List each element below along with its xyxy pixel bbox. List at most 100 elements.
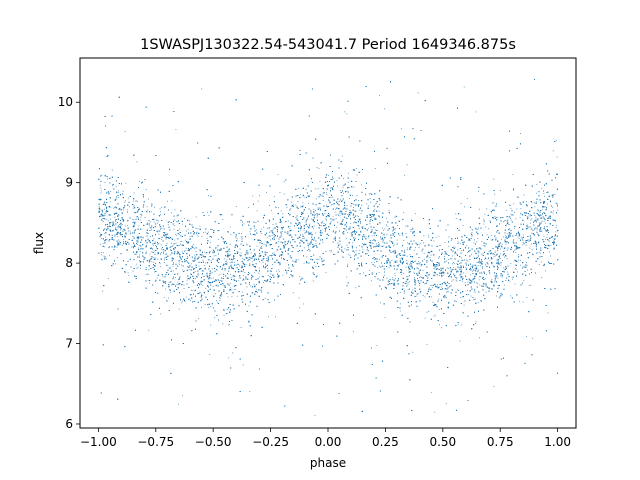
data-point xyxy=(100,214,102,216)
data-point xyxy=(313,209,315,210)
data-point xyxy=(346,244,348,246)
data-point xyxy=(445,251,447,253)
data-point xyxy=(453,269,455,270)
data-point xyxy=(509,236,511,237)
data-point xyxy=(356,195,358,197)
data-point xyxy=(499,296,500,298)
data-point xyxy=(550,201,552,203)
data-point xyxy=(459,263,461,264)
data-point xyxy=(212,277,214,279)
data-point xyxy=(201,236,203,237)
data-point xyxy=(317,207,319,209)
data-point xyxy=(102,214,104,216)
data-point xyxy=(446,297,447,299)
data-point xyxy=(479,247,481,249)
data-point xyxy=(337,214,339,215)
data-point xyxy=(429,287,430,289)
data-point xyxy=(296,223,297,225)
data-point xyxy=(421,249,423,250)
data-point xyxy=(145,189,147,190)
data-point xyxy=(229,250,231,252)
data-point xyxy=(295,217,297,218)
data-point xyxy=(104,215,106,217)
data-point xyxy=(433,275,435,277)
data-point xyxy=(122,220,124,222)
data-point xyxy=(110,191,112,192)
data-point xyxy=(529,247,531,249)
data-point xyxy=(151,251,153,253)
data-point xyxy=(266,237,268,239)
data-point xyxy=(302,234,304,236)
data-point xyxy=(408,264,410,266)
data-point xyxy=(518,254,520,256)
data-point xyxy=(139,219,141,221)
data-point xyxy=(481,285,483,287)
data-point xyxy=(409,274,410,276)
data-point xyxy=(327,214,328,216)
data-point xyxy=(466,259,467,261)
data-point xyxy=(485,274,487,275)
data-point xyxy=(501,276,503,278)
data-point xyxy=(398,263,400,265)
data-point xyxy=(438,235,440,237)
data-point xyxy=(482,245,484,246)
data-point xyxy=(334,253,336,255)
data-point xyxy=(243,279,245,281)
data-point xyxy=(556,225,558,227)
data-point xyxy=(178,279,180,280)
data-point xyxy=(343,227,344,229)
data-point xyxy=(538,251,540,253)
data-point xyxy=(523,280,525,281)
data-point xyxy=(263,282,264,283)
data-point xyxy=(347,172,349,174)
data-point xyxy=(101,254,103,256)
data-point xyxy=(172,259,174,260)
data-point xyxy=(196,234,198,236)
data-point xyxy=(224,258,225,260)
data-point xyxy=(517,271,518,273)
data-point xyxy=(403,240,405,241)
data-point xyxy=(171,200,173,202)
data-point xyxy=(199,225,201,227)
data-point xyxy=(357,225,359,226)
data-point xyxy=(192,279,194,281)
data-point xyxy=(384,317,386,319)
data-point xyxy=(491,279,493,281)
data-point xyxy=(174,250,176,252)
data-point xyxy=(117,241,119,243)
data-point xyxy=(432,302,434,303)
data-point xyxy=(456,263,458,265)
data-point xyxy=(467,260,468,262)
data-point xyxy=(148,269,150,271)
data-point xyxy=(272,264,273,265)
data-point xyxy=(463,234,465,236)
data-point xyxy=(475,323,476,324)
data-point xyxy=(238,280,240,282)
data-point xyxy=(376,345,378,346)
data-point xyxy=(189,236,191,237)
data-point xyxy=(493,202,495,204)
data-point xyxy=(102,220,103,222)
data-point xyxy=(360,213,362,214)
data-point xyxy=(290,205,292,207)
data-point xyxy=(349,198,350,199)
data-point xyxy=(360,230,362,232)
data-point xyxy=(133,221,134,223)
data-point xyxy=(115,263,116,265)
data-point xyxy=(552,206,553,208)
data-point xyxy=(200,293,202,295)
data-point xyxy=(325,219,327,221)
data-point xyxy=(442,271,443,273)
data-point xyxy=(239,254,241,256)
data-point xyxy=(282,238,284,240)
data-point xyxy=(534,214,536,216)
data-point xyxy=(386,217,388,219)
data-point xyxy=(544,195,545,197)
data-point xyxy=(332,204,334,205)
data-point xyxy=(372,240,374,241)
data-point xyxy=(359,209,361,211)
data-point xyxy=(163,262,165,263)
data-point xyxy=(435,266,437,267)
data-point xyxy=(440,286,442,288)
data-point xyxy=(471,232,473,234)
